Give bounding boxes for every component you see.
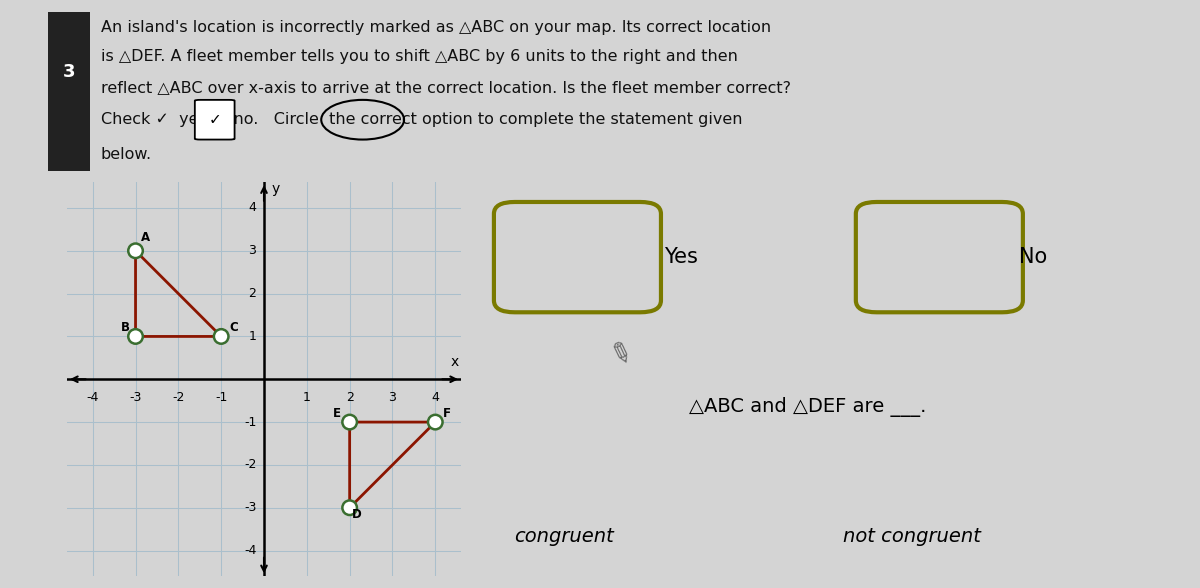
Text: △ABC and △DEF are ___.: △ABC and △DEF are ___. xyxy=(689,397,926,417)
Text: 1: 1 xyxy=(302,391,311,405)
Text: -4: -4 xyxy=(244,544,257,557)
FancyBboxPatch shape xyxy=(194,100,234,139)
Circle shape xyxy=(342,500,356,515)
Text: 3: 3 xyxy=(248,244,257,258)
Text: 3: 3 xyxy=(62,63,76,81)
Text: x: x xyxy=(450,355,458,369)
Text: C: C xyxy=(229,321,238,335)
Circle shape xyxy=(342,415,356,429)
Text: below.: below. xyxy=(101,147,152,162)
Text: Yes: Yes xyxy=(665,247,698,267)
Text: 3: 3 xyxy=(389,391,396,405)
Text: 2: 2 xyxy=(248,287,257,300)
Text: -1: -1 xyxy=(215,391,227,405)
Text: -1: -1 xyxy=(244,416,257,429)
Text: F: F xyxy=(443,407,451,420)
Text: An island's location is incorrectly marked as △ABC on your map. Its correct loca: An island's location is incorrectly mark… xyxy=(101,20,772,35)
Text: D: D xyxy=(352,507,361,520)
Text: -3: -3 xyxy=(244,501,257,514)
Text: -4: -4 xyxy=(86,391,98,405)
Circle shape xyxy=(214,329,228,344)
Text: No: No xyxy=(1020,247,1048,267)
FancyBboxPatch shape xyxy=(856,202,1022,312)
Text: -2: -2 xyxy=(172,391,185,405)
Text: 2: 2 xyxy=(346,391,354,405)
Circle shape xyxy=(428,415,443,429)
Text: not congruent: not congruent xyxy=(842,527,980,546)
Circle shape xyxy=(128,243,143,258)
Text: 4: 4 xyxy=(431,391,439,405)
Text: Check ✓  yes or no.   Circle  the correct option to complete the statement given: Check ✓ yes or no. Circle the correct op… xyxy=(101,112,743,127)
Text: y: y xyxy=(271,182,280,196)
FancyBboxPatch shape xyxy=(494,202,661,312)
Text: -3: -3 xyxy=(130,391,142,405)
Circle shape xyxy=(128,329,143,344)
Text: ✓: ✓ xyxy=(209,112,221,127)
Text: E: E xyxy=(334,407,341,420)
Text: congruent: congruent xyxy=(514,527,613,546)
Text: 4: 4 xyxy=(248,202,257,215)
Text: A: A xyxy=(140,231,150,245)
Text: B: B xyxy=(120,321,130,335)
Text: 1: 1 xyxy=(248,330,257,343)
Text: is △DEF. A fleet member tells you to shift △ABC by 6 units to the right and then: is △DEF. A fleet member tells you to shi… xyxy=(101,49,738,64)
Text: ✎: ✎ xyxy=(604,339,635,373)
FancyBboxPatch shape xyxy=(48,12,90,171)
Text: -2: -2 xyxy=(244,459,257,472)
Text: reflect △ABC over x-axis to arrive at the correct location. Is the fleet member : reflect △ABC over x-axis to arrive at th… xyxy=(101,81,791,95)
